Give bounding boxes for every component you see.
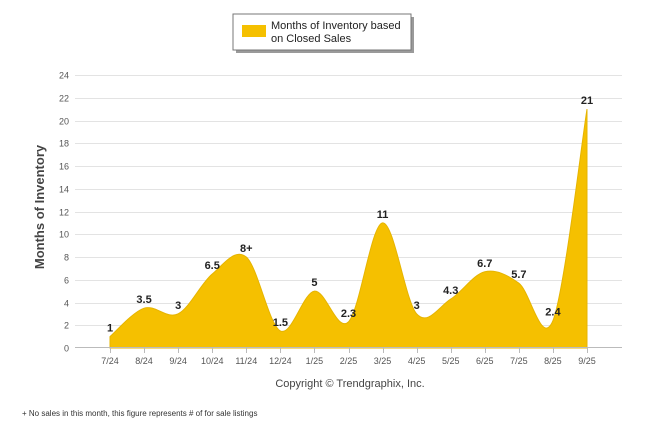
y-tick-label: 0 bbox=[64, 344, 69, 354]
x-tick-label: 7/24 bbox=[101, 356, 119, 366]
y-tick-label: 20 bbox=[59, 117, 69, 127]
x-tick-label: 4/25 bbox=[408, 356, 426, 366]
data-label: 4.3 bbox=[443, 285, 458, 297]
y-tick-label: 10 bbox=[59, 230, 69, 240]
legend-swatch bbox=[242, 25, 266, 37]
data-label: 2.3 bbox=[341, 308, 356, 320]
x-tick-label: 11/24 bbox=[235, 356, 257, 366]
x-tick-label: 1/25 bbox=[306, 356, 324, 366]
data-labels: 1 3.5 3 6.5 8+ 1.5 5 2.3 11 3 4.3 6.7 5.7 2.4 21 bbox=[107, 95, 593, 335]
x-tick-label: 6/25 bbox=[476, 356, 494, 366]
y-tick-label: 16 bbox=[59, 162, 69, 172]
data-label: 8+ bbox=[240, 243, 253, 255]
area-series-fill bbox=[109, 109, 588, 349]
x-tick-label: 9/25 bbox=[578, 356, 596, 366]
x-tick-label: 7/25 bbox=[510, 356, 528, 366]
footnote-text: + No sales in this month, this figure re… bbox=[22, 409, 257, 418]
data-label: 6.5 bbox=[205, 260, 220, 272]
data-label: 2.4 bbox=[545, 307, 561, 319]
y-axis-title: Months of Inventory bbox=[32, 144, 47, 269]
y-tick-label: 2 bbox=[64, 321, 69, 331]
legend-label-line2: on Closed Sales bbox=[271, 33, 352, 45]
data-label: 11 bbox=[377, 209, 389, 221]
gridlines bbox=[75, 75, 622, 326]
y-tick-label: 14 bbox=[59, 185, 69, 195]
data-label: 3 bbox=[414, 300, 420, 312]
copyright-text: Copyright © Trendgraphix, Inc. bbox=[275, 378, 424, 390]
data-label: 3 bbox=[175, 300, 181, 312]
data-label: 5 bbox=[311, 277, 317, 289]
legend: Months of Inventory based on Closed Sale… bbox=[232, 13, 414, 53]
x-tick-label: 8/25 bbox=[544, 356, 562, 366]
data-label: 21 bbox=[581, 95, 593, 107]
x-tick-label: 2/25 bbox=[340, 356, 358, 366]
y-tick-label: 18 bbox=[59, 139, 69, 149]
y-tick-label: 4 bbox=[64, 299, 69, 309]
y-tick-label: 8 bbox=[64, 253, 69, 263]
legend-label-line1: Months of Inventory based bbox=[271, 20, 401, 32]
data-label: 6.7 bbox=[477, 258, 492, 270]
x-tick-label: 10/24 bbox=[201, 356, 224, 366]
y-tick-label: 24 bbox=[59, 71, 69, 81]
x-tick-label: 9/24 bbox=[169, 356, 187, 366]
data-label: 5.7 bbox=[511, 269, 526, 281]
y-tick-label: 22 bbox=[59, 94, 69, 104]
data-label: 1 bbox=[107, 323, 113, 335]
x-tick-label: 8/24 bbox=[135, 356, 153, 366]
y-tick-label: 6 bbox=[64, 276, 69, 286]
x-tick-label: 5/25 bbox=[442, 356, 460, 366]
data-label: 1.5 bbox=[273, 317, 288, 329]
data-label: 3.5 bbox=[136, 294, 151, 306]
x-tick-label: 3/25 bbox=[374, 356, 392, 366]
x-tick-label: 12/24 bbox=[269, 356, 292, 366]
y-tick-label: 12 bbox=[59, 208, 69, 218]
x-axis-ticks: 7/24 8/24 9/24 10/24 11/24 12/24 1/25 2/25 3/25 4… bbox=[101, 348, 596, 366]
